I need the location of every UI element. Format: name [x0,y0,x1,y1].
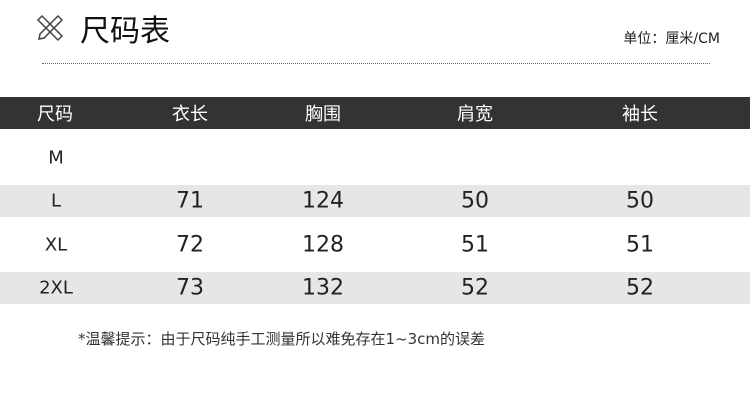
page-title: 尺码表 [80,14,170,49]
cell: 132 [302,275,344,301]
cell-size: M [48,147,64,169]
header-chest: 胸围 [305,104,341,125]
cell: 52 [626,275,654,301]
unit-label: 单位：厘米/CM [623,31,720,47]
table-row: 2XL 73 132 52 52 [0,272,750,304]
header-size: 尺码 [37,104,73,125]
table-row: L 71 124 50 50 [0,185,750,217]
table-row: XL 72 128 51 51 [0,229,750,261]
header-length: 衣长 [172,104,208,125]
cell-size: XL [44,234,68,256]
dotted-divider [42,63,710,64]
cell-size: 2XL [39,277,73,299]
cell: 73 [176,275,204,301]
header-sleeve: 袖长 [622,104,658,125]
table-row: M [0,142,750,174]
table-header: 尺码 衣长 胸围 肩宽 袖长 [0,97,750,129]
cell-size: L [50,190,62,212]
cell: 50 [626,188,654,214]
header-shoulder: 肩宽 [457,104,493,125]
title-area: 尺码表 [34,6,170,50]
cell: 72 [176,232,204,258]
cell: 52 [461,275,489,301]
measurement-note: *温馨提示：由于尺码纯手工测量所以难免存在1~3cm的误差 [78,330,486,348]
cell: 124 [302,188,344,214]
cell: 71 [176,188,204,214]
cell: 128 [302,232,344,258]
cell: 51 [626,232,654,258]
cell: 51 [461,232,489,258]
ruler-pencil-icon [36,14,64,42]
cell: 50 [461,188,489,214]
